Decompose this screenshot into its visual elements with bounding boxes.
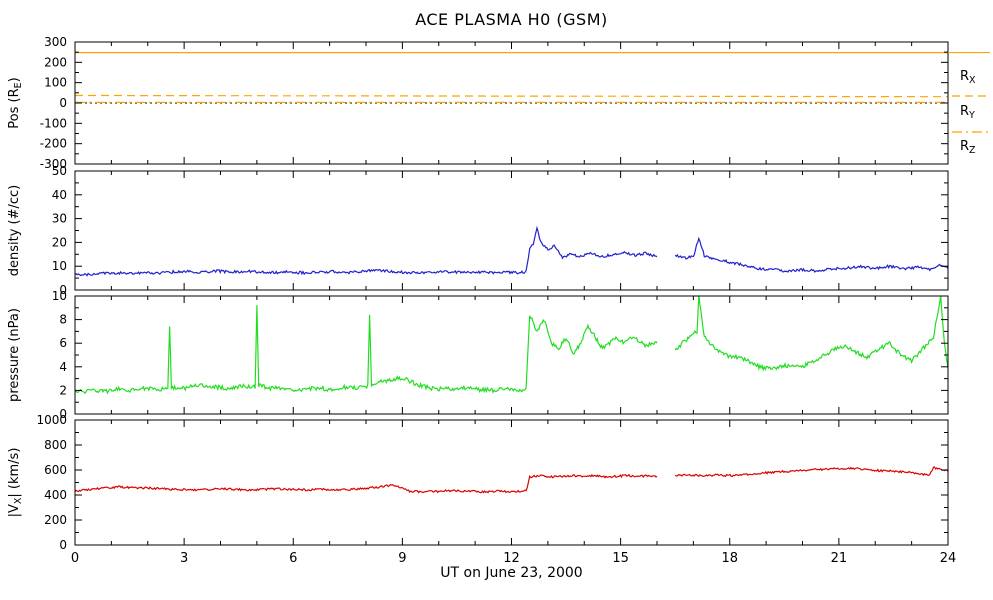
panel-velocity: 0 200 400 600 800 1000 0 3 6 9 12 15 18 21 24 |VX| (km/… — [7, 413, 956, 566]
y-axis-label-density: density (#/cc) — [7, 185, 22, 277]
panel-border — [74, 295, 949, 415]
y-tick-label: 0 — [59, 407, 67, 421]
panel-density: 0 10 20 30 40 50 density (#/cc) — [7, 164, 949, 297]
y-tick-label: 800 — [44, 438, 67, 452]
x-tick-label: 9 — [398, 551, 406, 566]
panel-border — [74, 41, 949, 165]
y-tick-label: 200 — [44, 55, 67, 69]
series-group-velocity — [75, 466, 948, 494]
y-axis-label-pressure: pressure (nPa) — [7, 308, 22, 402]
legend-label-R_Z: RZ — [960, 139, 976, 156]
panel-border — [74, 419, 949, 546]
x-tick-label: 24 — [940, 551, 957, 566]
y-tick-label: 6 — [59, 336, 67, 350]
legend-label-R_Y: RY — [960, 104, 975, 121]
y-tick-label: 50 — [52, 164, 67, 178]
series-R_Y — [75, 94, 948, 98]
series-group-density — [75, 225, 948, 277]
y-axis-label-velocity: |VX| (km/s) — [7, 448, 24, 518]
panel-position: -300 -200 -100 0 100 200 300 Pos (RE) — [7, 35, 949, 171]
x-tick-label: 6 — [289, 551, 297, 566]
x-tick-label: 3 — [180, 551, 188, 566]
y-tick-label: 0 — [59, 96, 67, 110]
y-tick-label: 20 — [52, 235, 67, 249]
y-tick-label: -100 — [40, 116, 67, 130]
chart-title: ACE PLASMA H0 (GSM) — [415, 10, 608, 29]
y-tick-label: 10 — [52, 259, 67, 273]
x-tick-label: 12 — [503, 551, 520, 566]
series-density — [75, 225, 948, 277]
legend: RX RY RZ — [948, 51, 990, 156]
y-tick-label: 40 — [52, 188, 67, 202]
panel-border — [74, 170, 949, 291]
y-tick-label: -200 — [40, 137, 67, 151]
y-tick-label: 0 — [59, 538, 67, 552]
x-tick-label: 15 — [612, 551, 629, 566]
x-tick-label: 18 — [721, 551, 738, 566]
y-tick-label: 10 — [52, 289, 67, 303]
y-tick-label: 4 — [59, 360, 67, 374]
y-tick-label: 2 — [59, 383, 67, 397]
y-tick-label: -300 — [40, 157, 67, 171]
y-tick-label: 400 — [44, 488, 67, 502]
y-axis-label-position: Pos (RE) — [7, 77, 24, 128]
series-vx — [75, 466, 948, 494]
y-tick-label: 600 — [44, 463, 67, 477]
x-tick-label: 0 — [71, 551, 79, 566]
x-axis-title: UT on June 23, 2000 — [440, 565, 583, 581]
y-tick-label: 200 — [44, 513, 67, 527]
x-tick-label: 21 — [831, 551, 848, 566]
y-tick-label: 0 — [59, 283, 67, 297]
series-group-position — [75, 52, 948, 103]
legend-label-R_X: RX — [960, 69, 976, 86]
panel-pressure: 0 2 4 6 8 10 pressure (nPa) — [7, 289, 949, 421]
series-pressure — [75, 296, 948, 395]
y-tick-label: 8 — [59, 313, 67, 327]
y-tick-label: 1000 — [36, 413, 67, 427]
series-group-pressure — [75, 296, 948, 395]
y-tick-label: 100 — [44, 76, 67, 90]
y-tick-label: 300 — [44, 35, 67, 49]
y-tick-label: 30 — [52, 212, 67, 226]
